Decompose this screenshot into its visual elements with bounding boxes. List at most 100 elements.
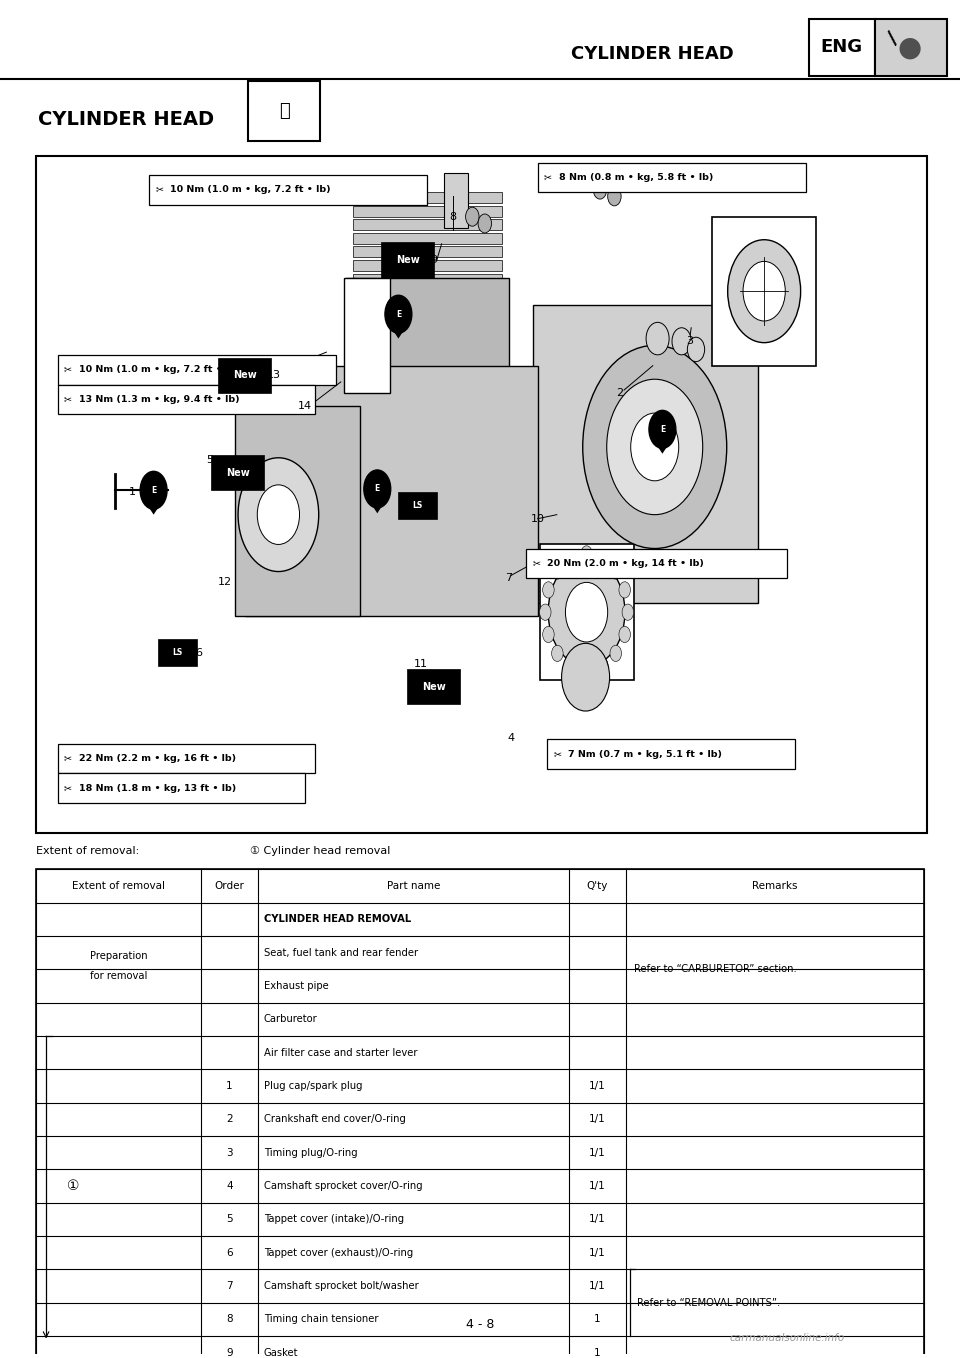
Text: 1/1: 1/1 — [589, 1115, 606, 1124]
Bar — [36, 869, 924, 1358]
Circle shape — [478, 215, 492, 234]
Text: 11: 11 — [414, 659, 427, 668]
Text: 🏍: 🏍 — [278, 102, 290, 120]
Text: 10 Nm (1.0 m • kg, 7.2 ft • lb): 10 Nm (1.0 m • kg, 7.2 ft • lb) — [170, 185, 330, 194]
Text: 1/1: 1/1 — [589, 1214, 606, 1225]
Text: 4: 4 — [227, 1181, 232, 1191]
Bar — [149, 175, 427, 205]
Text: 22 Nm (2.2 m • kg, 16 ft • lb): 22 Nm (2.2 m • kg, 16 ft • lb) — [79, 754, 236, 763]
Circle shape — [610, 645, 621, 661]
Text: CYLINDER HEAD: CYLINDER HEAD — [571, 45, 734, 64]
Text: ①: ① — [66, 1179, 80, 1194]
Text: /: / — [883, 29, 902, 48]
Bar — [526, 549, 787, 579]
Text: 1/1: 1/1 — [589, 1081, 606, 1090]
Text: 18 Nm (1.8 m • kg, 13 ft • lb): 18 Nm (1.8 m • kg, 13 ft • lb) — [79, 784, 236, 793]
Text: Part name: Part name — [387, 881, 440, 891]
Text: CYLINDER HEAD REMOVAL: CYLINDER HEAD REMOVAL — [264, 914, 411, 925]
Text: Remarks: Remarks — [753, 881, 798, 891]
Text: ✂: ✂ — [544, 172, 552, 182]
Text: E: E — [396, 310, 401, 319]
Bar — [538, 163, 806, 193]
Text: Preparation: Preparation — [89, 951, 147, 961]
Text: Seat, fuel tank and rear fender: Seat, fuel tank and rear fender — [264, 948, 419, 957]
Text: ENG: ENG — [821, 38, 863, 57]
Text: 1: 1 — [594, 1315, 601, 1324]
Text: New: New — [396, 255, 420, 265]
Text: 1/1: 1/1 — [589, 1248, 606, 1258]
Circle shape — [466, 208, 479, 227]
Text: CYLINDER HEAD: CYLINDER HEAD — [38, 110, 214, 129]
Polygon shape — [387, 320, 410, 338]
Text: Refer to “REMOVAL POINTS”.: Refer to “REMOVAL POINTS”. — [636, 1298, 780, 1308]
Bar — [158, 640, 197, 667]
Text: E: E — [374, 485, 380, 493]
Text: ✂: ✂ — [64, 395, 72, 405]
Text: 1: 1 — [594, 1347, 601, 1358]
Bar — [547, 740, 795, 769]
Text: 6: 6 — [195, 648, 203, 657]
Polygon shape — [142, 497, 165, 515]
Text: Air filter case and starter lever: Air filter case and starter lever — [264, 1048, 418, 1058]
Text: Extent of removal: Extent of removal — [72, 881, 165, 891]
Text: 10: 10 — [531, 513, 544, 524]
Text: Timing chain tensioner: Timing chain tensioner — [264, 1315, 378, 1324]
Text: 6: 6 — [227, 1248, 232, 1258]
Text: ✂: ✂ — [64, 365, 72, 375]
Text: 10 Nm (1.0 m • kg, 7.2 ft • lb): 10 Nm (1.0 m • kg, 7.2 ft • lb) — [79, 365, 239, 375]
Text: 12: 12 — [218, 577, 231, 588]
Text: 1/1: 1/1 — [589, 1181, 606, 1191]
Bar — [875, 19, 947, 76]
Bar — [398, 492, 437, 519]
Circle shape — [596, 657, 608, 674]
Circle shape — [542, 626, 554, 642]
Text: Tappet cover (exhaust)/O-ring: Tappet cover (exhaust)/O-ring — [264, 1248, 413, 1258]
Circle shape — [140, 471, 167, 509]
Text: 8: 8 — [227, 1315, 232, 1324]
Circle shape — [649, 410, 676, 448]
Circle shape — [743, 261, 785, 320]
Bar — [540, 545, 634, 680]
Text: carmanualsonline.info: carmanualsonline.info — [730, 1334, 845, 1343]
Circle shape — [581, 663, 592, 679]
Text: Order: Order — [214, 881, 245, 891]
Bar — [353, 234, 502, 244]
Text: ✂: ✂ — [64, 754, 72, 763]
Circle shape — [552, 562, 564, 579]
Text: 7: 7 — [505, 573, 513, 584]
Circle shape — [596, 550, 608, 566]
Text: Extent of removal:: Extent of removal: — [36, 846, 140, 856]
Bar — [444, 174, 468, 228]
Bar — [218, 357, 271, 392]
Text: E: E — [660, 425, 665, 433]
Text: 4: 4 — [507, 733, 515, 743]
Text: New: New — [227, 467, 250, 478]
Text: Gasket: Gasket — [264, 1347, 299, 1358]
Text: 9: 9 — [430, 255, 438, 265]
Bar — [353, 206, 502, 217]
Text: Carburetor: Carburetor — [264, 1014, 318, 1024]
Text: 8 Nm (0.8 m • kg, 5.8 ft • lb): 8 Nm (0.8 m • kg, 5.8 ft • lb) — [559, 172, 713, 182]
Text: 7 Nm (0.7 m • kg, 5.1 ft • lb): 7 Nm (0.7 m • kg, 5.1 ft • lb) — [568, 750, 722, 759]
Text: Timing plug/O-ring: Timing plug/O-ring — [264, 1148, 358, 1158]
Bar — [809, 19, 875, 76]
Text: Plug cap/spark plug: Plug cap/spark plug — [264, 1081, 363, 1090]
Text: LS: LS — [173, 648, 182, 657]
Text: 3: 3 — [685, 337, 693, 346]
Text: Exhaust pipe: Exhaust pipe — [264, 980, 328, 991]
Bar — [344, 277, 390, 392]
Bar — [58, 773, 305, 803]
Text: 14: 14 — [299, 402, 312, 411]
Text: Crankshaft end cover/O-ring: Crankshaft end cover/O-ring — [264, 1115, 406, 1124]
Circle shape — [552, 645, 564, 661]
Text: New: New — [422, 682, 445, 691]
Text: ✂: ✂ — [533, 558, 540, 569]
Text: 5: 5 — [205, 455, 213, 466]
Text: ✂: ✂ — [156, 185, 163, 194]
Bar — [533, 304, 758, 603]
Text: Tappet cover (intake)/O-ring: Tappet cover (intake)/O-ring — [264, 1214, 404, 1225]
Text: 1/1: 1/1 — [589, 1148, 606, 1158]
Bar — [346, 277, 509, 379]
Text: 4 - 8: 4 - 8 — [466, 1319, 494, 1331]
Text: LS: LS — [413, 501, 422, 509]
